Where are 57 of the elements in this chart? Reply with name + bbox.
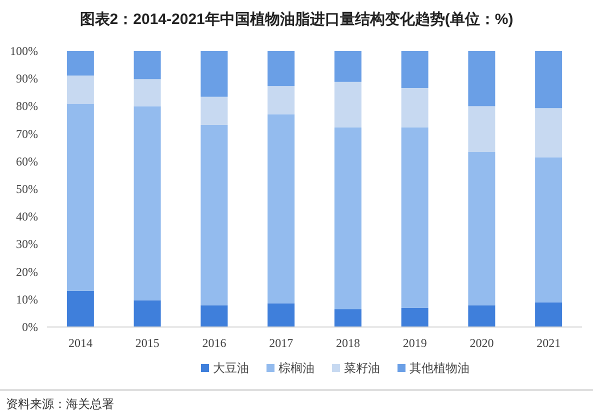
y-tick-label: 20% — [16, 264, 38, 279]
legend-label: 其他植物油 — [410, 361, 470, 375]
bar — [134, 79, 161, 106]
y-tick-label: 0% — [22, 320, 38, 334]
y-tick-label: 30% — [16, 237, 38, 252]
y-tick-label: 80% — [16, 99, 38, 114]
legend-label: 大豆油 — [213, 361, 249, 375]
bar — [468, 51, 496, 106]
bar — [468, 106, 496, 152]
bar — [401, 88, 428, 128]
bar — [334, 309, 362, 327]
x-tick-label: 2018 — [336, 336, 360, 350]
chart-title: 图表2：2014-2021年中国植物油脂进口量结构变化趋势(单位：%) — [80, 10, 514, 28]
x-tick-label: 2016 — [202, 336, 226, 350]
bar — [200, 96, 228, 125]
bar — [268, 114, 295, 304]
y-tick-label: 10% — [16, 292, 38, 306]
x-tick-label: 2014 — [68, 336, 92, 350]
bar — [134, 106, 161, 300]
y-tick-label: 100% — [10, 44, 38, 58]
legend-label: 菜籽油 — [344, 361, 380, 375]
bar — [535, 157, 562, 302]
bar — [66, 76, 94, 104]
bar — [401, 308, 428, 327]
bar — [268, 86, 295, 114]
bar — [134, 300, 161, 327]
bar — [66, 290, 94, 327]
bar — [535, 302, 562, 327]
bar — [268, 303, 295, 327]
bar — [334, 127, 362, 310]
bar — [66, 104, 94, 291]
bar — [268, 51, 295, 86]
legend-label: 棕榈油 — [278, 361, 314, 375]
bar — [535, 51, 562, 108]
bar — [468, 305, 496, 327]
bar — [334, 51, 362, 82]
x-tick-label: 2015 — [135, 336, 160, 350]
bar — [468, 152, 496, 306]
x-tick-label: 2019 — [402, 336, 427, 350]
y-tick-label: 90% — [16, 72, 38, 86]
y-tick-label: 50% — [16, 182, 38, 196]
bar — [535, 108, 562, 158]
x-tick-label: 2021 — [536, 336, 561, 350]
x-tick-label: 2020 — [470, 336, 494, 350]
text: 资料来源：海关总署 — [6, 397, 114, 411]
x-tick-label: 2017 — [269, 336, 294, 350]
y-tick-label: 60% — [16, 154, 38, 168]
bar — [200, 305, 228, 327]
bar — [200, 51, 228, 97]
bar — [401, 51, 428, 88]
bar — [200, 124, 228, 306]
bar — [401, 127, 428, 308]
y-tick-label: 70% — [16, 126, 38, 141]
bar — [134, 51, 161, 80]
y-tick-label: 40% — [16, 210, 38, 224]
bar — [334, 82, 362, 128]
bar — [66, 51, 94, 76]
